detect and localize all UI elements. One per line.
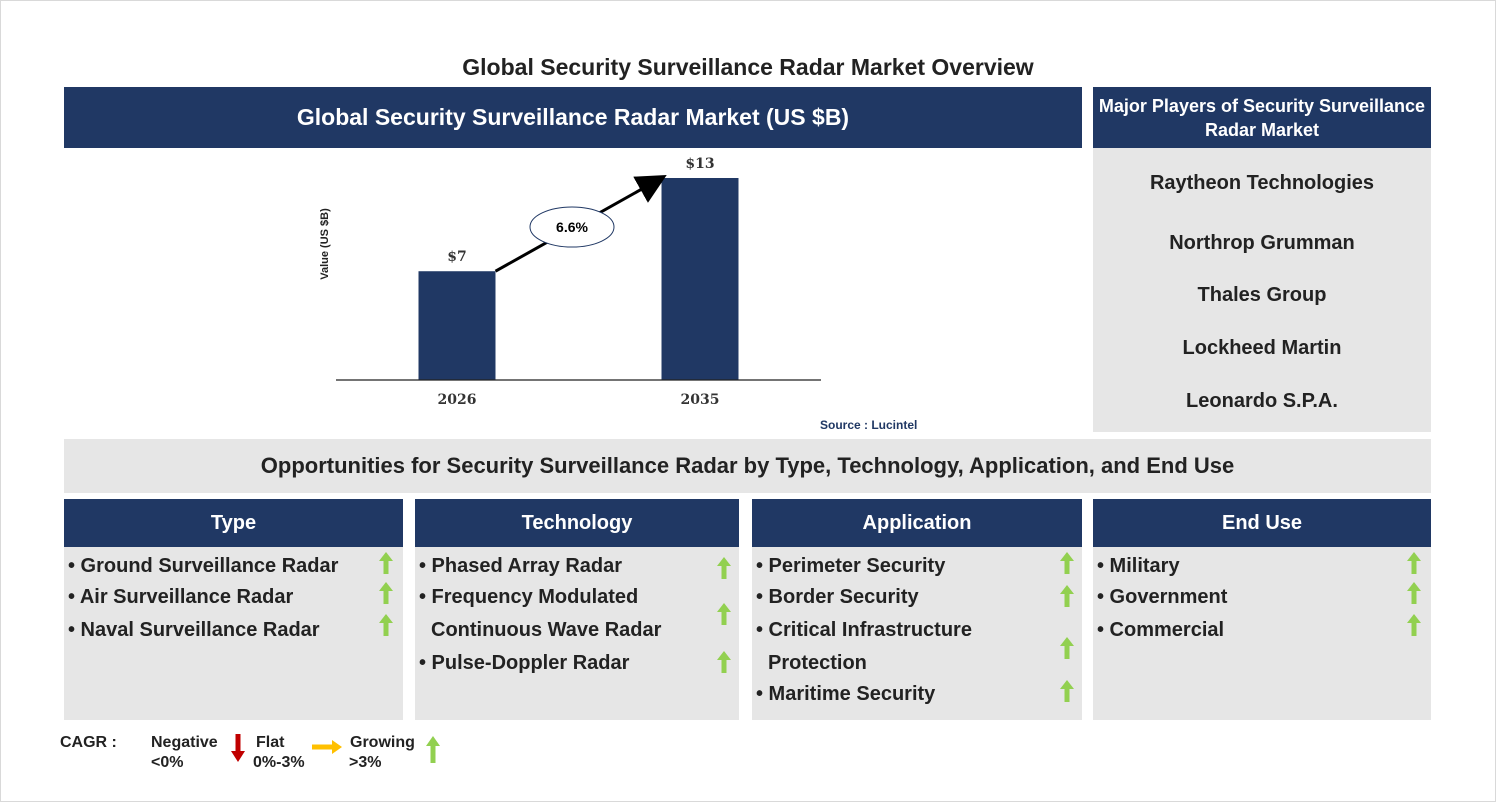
up-arrow-icon — [426, 736, 440, 763]
legend-growing-range: >3% — [349, 754, 382, 771]
growth-up-arrow-icon — [717, 651, 731, 673]
growth-up-arrow-icon — [1407, 614, 1421, 636]
list-item: • Border Security — [756, 586, 919, 608]
growth-up-arrow-icon — [379, 582, 393, 604]
list-item: • Military — [1097, 555, 1180, 577]
column-body-technology: • Phased Array Radar • Frequency Modulat… — [415, 547, 739, 720]
down-arrow-icon — [231, 734, 245, 762]
column-body-type: • Ground Surveillance Radar • Air Survei… — [64, 547, 403, 720]
player-raytheon: Raytheon Technologies — [1149, 172, 1375, 194]
players-panel: Raytheon Technologies Northrop Grumman T… — [1093, 148, 1431, 432]
growth-up-arrow-icon — [379, 614, 393, 636]
growth-up-arrow-icon — [1060, 585, 1074, 607]
player-lockheed: Lockheed Martin — [1182, 337, 1342, 359]
cagr-bubble — [529, 206, 615, 248]
list-item: • Maritime Security — [756, 683, 936, 705]
x-tick-label: 2035 — [681, 392, 720, 408]
list-item: • Air Surveillance Radar — [68, 586, 294, 608]
right-arrow-icon — [312, 740, 342, 754]
list-item: • Ground Surveillance Radar — [68, 555, 339, 577]
player-leonardo: Leonardo S.P.A. — [1186, 390, 1338, 412]
legend-flat-name: Flat — [256, 734, 285, 751]
list-item-continuation: Continuous Wave Radar — [431, 619, 662, 641]
growth-up-arrow-icon — [379, 552, 393, 574]
x-tick-label: 2026 — [438, 392, 477, 408]
y-axis-label: Value (US $B) — [319, 208, 331, 280]
player-northrop: Northrop Grumman — [1169, 232, 1355, 254]
growth-up-arrow-icon — [1060, 552, 1074, 574]
list-item: • Government — [1097, 586, 1228, 608]
column-header-application: Application — [752, 499, 1082, 547]
growth-up-arrow-icon — [1407, 552, 1421, 574]
legend-label: CAGR : — [60, 734, 117, 751]
list-item: • Naval Surveillance Radar — [68, 619, 320, 641]
list-item: • Pulse-Doppler Radar — [419, 652, 630, 674]
legend-negative-name: Negative — [151, 734, 218, 751]
growth-up-arrow-icon — [1407, 582, 1421, 604]
opportunities-header: Opportunities for Security Surveillance … — [64, 439, 1431, 493]
growth-up-arrow-icon — [1060, 637, 1074, 659]
data-label: $13 — [685, 156, 714, 172]
bar-2026 — [418, 271, 496, 380]
legend-growing-name: Growing — [350, 734, 415, 751]
growth-up-arrow-icon — [717, 557, 731, 579]
market-bar-chart: Value (US $B) $7 2026 $13 2035 6.6% — [319, 156, 821, 408]
list-item: • Frequency Modulated — [419, 586, 639, 608]
list-item: • Commercial — [1097, 619, 1225, 641]
column-body-end-use: • Military • Government • Commercial — [1093, 547, 1431, 720]
legend-negative-range: <0% — [151, 754, 184, 771]
market-chart-header: Global Security Surveillance Radar Marke… — [64, 87, 1082, 148]
growth-up-arrow-icon — [717, 603, 731, 625]
list-item: • Perimeter Security — [756, 555, 946, 577]
source-note: Source : Lucintel — [820, 418, 918, 432]
growth-up-arrow-icon — [1060, 680, 1074, 702]
column-header-technology: Technology — [415, 499, 739, 547]
list-item: • Critical Infrastructure — [756, 619, 972, 641]
column-body-application: • Perimeter Security • Border Security •… — [752, 547, 1082, 720]
data-label: $7 — [447, 249, 466, 265]
list-item: • Phased Array Radar — [419, 555, 623, 577]
player-thales: Thales Group — [1197, 284, 1327, 306]
cagr-label: 6.6% — [556, 219, 588, 235]
players-header: Major Players of Security Surveillance R… — [1093, 87, 1431, 148]
page-title: Global Security Surveillance Radar Marke… — [462, 54, 1034, 80]
list-item-continuation: Protection — [768, 652, 867, 674]
legend-flat-range: 0%-3% — [253, 754, 305, 771]
column-header-type: Type — [64, 499, 403, 547]
column-header-end-use: End Use — [1093, 499, 1431, 547]
bar-2035 — [661, 178, 739, 380]
